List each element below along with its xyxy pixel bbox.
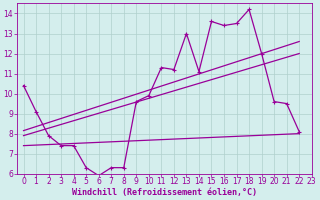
X-axis label: Windchill (Refroidissement éolien,°C): Windchill (Refroidissement éolien,°C) [72, 188, 257, 197]
